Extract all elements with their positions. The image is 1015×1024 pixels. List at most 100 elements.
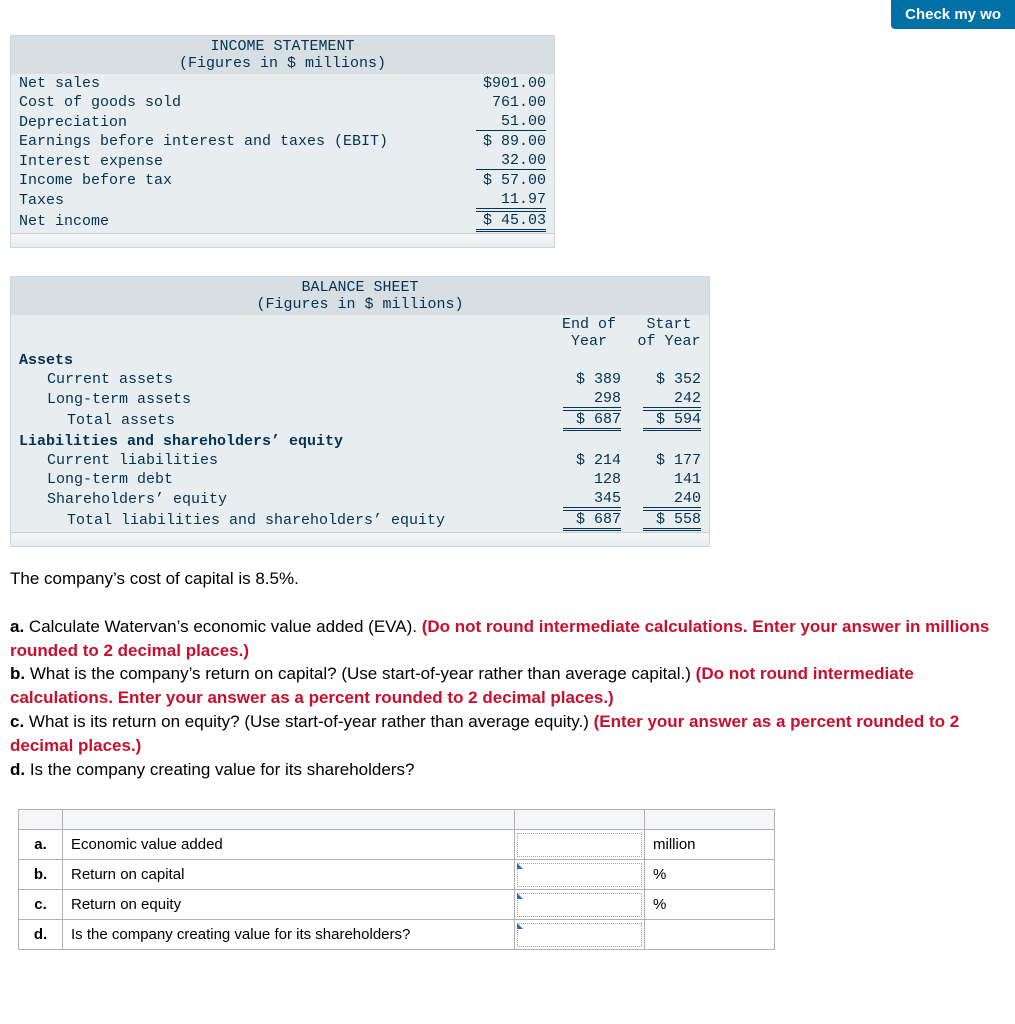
row-value: $ 214: [549, 451, 629, 470]
table-row: Income before tax$ 57.00: [11, 171, 554, 190]
row-value: 298: [549, 389, 629, 409]
answer-unit: million: [645, 830, 775, 860]
answer-input-cell: [515, 920, 645, 950]
row-value: $ 687: [549, 509, 629, 532]
question-b: b. What is the company’s return on capit…: [10, 662, 1005, 710]
row-value: 32.00: [468, 151, 554, 171]
row-label: Shareholders’ equity: [11, 489, 549, 509]
row-value: 240: [629, 489, 709, 509]
table-row: Earnings before interest and taxes (EBIT…: [11, 132, 554, 151]
table-row: Net income$ 45.03: [11, 210, 554, 233]
income-table: Net sales$901.00Cost of goods sold761.00…: [11, 74, 554, 233]
table-row: Shareholders’ equity345240: [11, 489, 709, 509]
row-label: Total assets: [11, 409, 549, 432]
section-header-row: Assets: [11, 351, 709, 370]
q-c-text: What is its return on equity? (Use start…: [24, 712, 593, 731]
row-label: Income before tax: [11, 171, 468, 190]
answer-row: d.Is the company creating value for its …: [19, 920, 775, 950]
row-value: $ 352: [629, 370, 709, 389]
row-value: $ 558: [629, 509, 709, 532]
table-row: Current liabilities$ 214$ 177: [11, 451, 709, 470]
row-value: 345: [549, 489, 629, 509]
answer-desc: Is the company creating value for its sh…: [63, 920, 515, 950]
answer-table: a.Economic value added million b.Return on…: [18, 809, 775, 950]
answer-input-cell: [515, 830, 645, 860]
table-row: Current assets$ 389$ 352: [11, 370, 709, 389]
table-row: Total liabilities and shareholders’ equi…: [11, 509, 709, 532]
row-label: Net income: [11, 210, 468, 233]
answer-letter: b.: [19, 860, 63, 890]
answer-input[interactable]: [517, 863, 642, 887]
answer-row: a.Economic value added million: [19, 830, 775, 860]
balance-title-1: BALANCE SHEET: [11, 279, 709, 296]
answer-desc: Economic value added: [63, 830, 515, 860]
q-c-letter: c.: [10, 712, 24, 731]
row-value: $901.00: [468, 74, 554, 93]
q-d-letter: d.: [10, 760, 25, 779]
answer-desc: Return on capital: [63, 860, 515, 890]
row-label: Cost of goods sold: [11, 93, 468, 112]
answer-input[interactable]: [517, 833, 642, 857]
section-header-row: Liabilities and shareholders’ equity: [11, 432, 709, 451]
table-row: Taxes11.97: [11, 190, 554, 210]
column-header-row: End ofYearStartof Year: [11, 315, 709, 351]
row-label: Depreciation: [11, 112, 468, 132]
row-value: $ 594: [629, 409, 709, 432]
row-value: 761.00: [468, 93, 554, 112]
answer-table-header-row: [19, 810, 775, 830]
answer-letter: a.: [19, 830, 63, 860]
table-row: Depreciation51.00: [11, 112, 554, 132]
col-start-of-year: Startof Year: [629, 315, 709, 351]
row-label: Taxes: [11, 190, 468, 210]
income-statement-panel: INCOME STATEMENT (Figures in $ millions)…: [10, 35, 555, 248]
income-statement-header: INCOME STATEMENT (Figures in $ millions): [11, 36, 554, 74]
answer-unit: %: [645, 860, 775, 890]
horizontal-scrollbar[interactable]: [11, 532, 709, 546]
row-value: $ 389: [549, 370, 629, 389]
row-value: $ 687: [549, 409, 629, 432]
q-d-text: Is the company creating value for its sh…: [25, 760, 414, 779]
check-my-work-button[interactable]: Check my wo: [891, 0, 1015, 29]
row-value: $ 57.00: [468, 171, 554, 190]
question-c: c. What is its return on equity? (Use st…: [10, 710, 1005, 758]
row-label: Current assets: [11, 370, 549, 389]
q-a-text: Calculate Watervan’s economic value adde…: [24, 617, 422, 636]
answer-letter: c.: [19, 890, 63, 920]
row-label: Total liabilities and shareholders’ equi…: [11, 509, 549, 532]
table-row: Long-term debt128141: [11, 470, 709, 489]
row-label: Long-term debt: [11, 470, 549, 489]
horizontal-scrollbar[interactable]: [11, 233, 554, 247]
cost-of-capital-text: The company’s cost of capital is 8.5%.: [10, 567, 1005, 591]
row-value: $ 89.00: [468, 132, 554, 151]
answer-input[interactable]: [517, 893, 642, 917]
table-row: Cost of goods sold761.00: [11, 93, 554, 112]
income-title-1: INCOME STATEMENT: [11, 38, 554, 55]
row-value: 51.00: [468, 112, 554, 132]
q-b-text: What is the company’s return on capital?…: [25, 664, 696, 683]
income-title-2: (Figures in $ millions): [11, 55, 554, 72]
row-value: 141: [629, 470, 709, 489]
row-value: $ 45.03: [468, 210, 554, 233]
section-header: Assets: [11, 351, 709, 370]
answer-unit: [645, 920, 775, 950]
answer-desc: Return on equity: [63, 890, 515, 920]
answer-row: c.Return on equity%: [19, 890, 775, 920]
row-label: Current liabilities: [11, 451, 549, 470]
question-body: The company’s cost of capital is 8.5%. a…: [10, 567, 1005, 781]
answer-unit: %: [645, 890, 775, 920]
row-value: $ 177: [629, 451, 709, 470]
answer-input-cell: [515, 890, 645, 920]
row-label: Net sales: [11, 74, 468, 93]
col-end-of-year: End ofYear: [549, 315, 629, 351]
row-label: Interest expense: [11, 151, 468, 171]
question-a: a. Calculate Watervan’s economic value a…: [10, 615, 1005, 663]
answer-input[interactable]: [517, 923, 642, 947]
table-row: Total assets$ 687$ 594: [11, 409, 709, 432]
q-b-letter: b.: [10, 664, 25, 683]
row-value: 128: [549, 470, 629, 489]
table-row: Net sales$901.00: [11, 74, 554, 93]
answer-input-cell: [515, 860, 645, 890]
answer-letter: d.: [19, 920, 63, 950]
q-a-letter: a.: [10, 617, 24, 636]
row-label: Long-term assets: [11, 389, 549, 409]
